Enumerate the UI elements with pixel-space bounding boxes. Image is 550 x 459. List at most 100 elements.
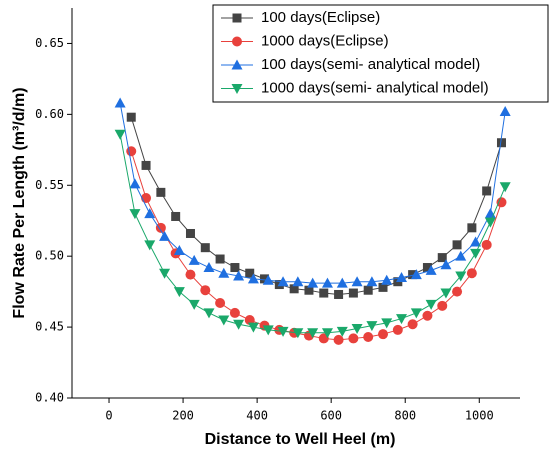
data-point bbox=[482, 186, 492, 196]
data-point bbox=[410, 308, 422, 319]
data-point bbox=[334, 289, 344, 299]
x-tick-label: 600 bbox=[320, 409, 342, 423]
data-point bbox=[262, 274, 274, 285]
data-point bbox=[141, 160, 151, 170]
data-point bbox=[307, 277, 319, 288]
data-point bbox=[499, 182, 511, 193]
data-point bbox=[188, 254, 200, 265]
data-point bbox=[233, 319, 245, 330]
data-point bbox=[129, 178, 141, 189]
data-point bbox=[336, 277, 348, 288]
data-point bbox=[422, 310, 433, 321]
data-point bbox=[144, 240, 156, 251]
x-tick-label: 1000 bbox=[465, 409, 494, 423]
y-tick-label: 0.55 bbox=[35, 178, 64, 192]
data-point bbox=[218, 315, 230, 326]
data-point bbox=[277, 326, 289, 337]
data-point bbox=[392, 324, 403, 335]
data-point bbox=[289, 284, 299, 294]
x-tick-label: 0 bbox=[105, 409, 112, 423]
data-point bbox=[351, 324, 363, 335]
data-point bbox=[452, 240, 462, 250]
data-point bbox=[440, 259, 452, 270]
data-point bbox=[407, 319, 418, 330]
data-point bbox=[481, 239, 492, 250]
data-point bbox=[396, 271, 408, 282]
data-point bbox=[159, 230, 171, 241]
data-point bbox=[348, 288, 358, 298]
data-point bbox=[366, 276, 378, 287]
data-point bbox=[470, 248, 482, 259]
legend-label: 1000 days(semi- analytical model) bbox=[261, 79, 489, 96]
legend-label: 100 days(Eclipse) bbox=[261, 9, 380, 26]
data-point bbox=[321, 277, 333, 288]
data-point bbox=[200, 285, 211, 296]
data-point bbox=[455, 271, 467, 282]
data-point bbox=[155, 222, 166, 233]
data-point bbox=[247, 273, 259, 284]
data-point bbox=[200, 243, 210, 253]
data-point bbox=[229, 307, 240, 318]
data-point bbox=[203, 262, 215, 273]
data-point bbox=[247, 322, 259, 333]
data-point bbox=[185, 269, 196, 280]
legend-marker bbox=[232, 36, 242, 47]
legend-marker bbox=[231, 59, 243, 70]
data-point bbox=[381, 318, 393, 329]
data-point bbox=[425, 299, 437, 310]
y-axis-label: Flow Rate Per Length (m³/d/m) bbox=[11, 87, 28, 318]
data-point bbox=[126, 112, 136, 122]
series-line bbox=[119, 134, 506, 334]
legend-box bbox=[212, 4, 549, 103]
data-point bbox=[244, 315, 255, 325]
data-point bbox=[307, 328, 319, 339]
data-point bbox=[363, 332, 374, 343]
data-point bbox=[499, 106, 511, 117]
data-point bbox=[496, 138, 506, 148]
data-point bbox=[410, 269, 422, 280]
legend-label: 1000 days(Eclipse) bbox=[261, 32, 389, 49]
data-point bbox=[452, 286, 463, 297]
series-line bbox=[130, 151, 502, 341]
y-tick-label: 0.40 bbox=[35, 391, 64, 405]
data-point bbox=[245, 268, 255, 278]
data-point bbox=[366, 321, 378, 332]
data-point bbox=[484, 217, 496, 228]
data-point bbox=[171, 211, 181, 221]
data-point bbox=[437, 253, 447, 263]
data-point bbox=[173, 287, 185, 298]
data-point bbox=[260, 274, 270, 284]
legend-marker bbox=[232, 13, 242, 23]
y-tick-label: 0.50 bbox=[35, 249, 64, 263]
data-point bbox=[114, 97, 126, 108]
data-point bbox=[381, 274, 393, 285]
data-point bbox=[292, 276, 304, 287]
y-tick-label: 0.65 bbox=[35, 36, 64, 50]
data-point bbox=[156, 187, 166, 197]
data-point bbox=[144, 208, 156, 219]
data-point bbox=[336, 326, 348, 337]
data-point bbox=[277, 276, 289, 287]
data-point bbox=[422, 263, 432, 273]
x-axis-label: Distance to Well Heel (m) bbox=[205, 431, 396, 448]
data-point bbox=[230, 263, 240, 273]
data-point bbox=[215, 254, 225, 264]
data-point bbox=[378, 329, 389, 340]
data-point bbox=[129, 209, 141, 220]
data-point bbox=[173, 245, 185, 256]
data-point bbox=[351, 276, 363, 287]
data-point bbox=[126, 146, 137, 157]
data-point bbox=[363, 285, 373, 295]
x-tick-label: 800 bbox=[394, 409, 416, 423]
data-point bbox=[348, 333, 359, 344]
data-point bbox=[218, 267, 230, 278]
data-point bbox=[262, 325, 274, 336]
data-point bbox=[233, 270, 245, 281]
data-point bbox=[440, 288, 452, 299]
x-tick-label: 400 bbox=[246, 409, 268, 423]
data-point bbox=[437, 300, 448, 311]
data-point bbox=[114, 129, 126, 140]
data-point bbox=[455, 250, 467, 261]
data-point bbox=[321, 328, 333, 339]
